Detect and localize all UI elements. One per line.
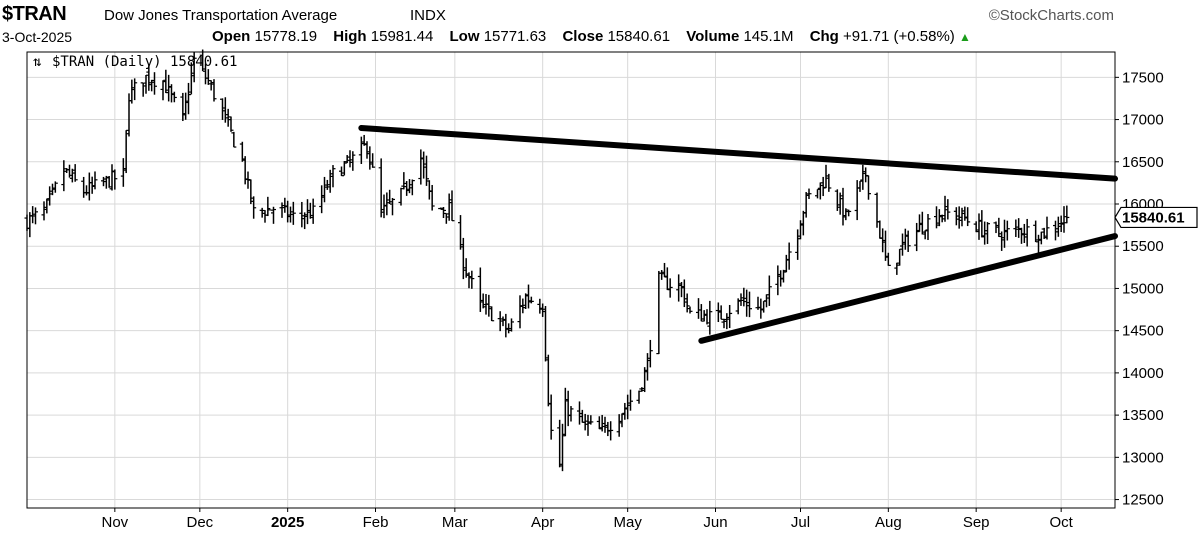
x-tick-label: Feb: [363, 514, 389, 531]
y-tick-label: 17500: [1122, 69, 1164, 86]
low-value: 15771.63: [483, 28, 547, 45]
y-tick-label: 14000: [1122, 365, 1164, 382]
volume-value: 145.1M: [743, 28, 794, 45]
quote-bar: Open 15778.19 High 15981.44 Low 15771.63…: [212, 28, 971, 45]
x-tick-label: Jul: [791, 514, 810, 531]
close-value: 15840.61: [607, 28, 671, 45]
plot-frame: [26, 51, 1116, 509]
index-name: Dow Jones Transportation Average: [104, 7, 338, 24]
y-tick-label: 15000: [1122, 280, 1164, 297]
ticker-symbol[interactable]: $TRAN: [2, 3, 67, 25]
price-tag-shape: [1114, 206, 1198, 229]
ohlc-bars: [24, 49, 1070, 472]
y-tick-label: 14500: [1122, 323, 1164, 340]
high-label: High: [333, 28, 367, 45]
bars-glyph-icon: ⇅: [33, 54, 41, 70]
y-tick-label: 12500: [1122, 492, 1164, 509]
trendlines: [358, 125, 1118, 344]
chg-value: +91.71 (+0.58%): [843, 28, 955, 45]
up-arrow-icon: ▲: [958, 30, 971, 44]
y-tick-label: 13500: [1122, 407, 1164, 424]
trendline-upper: [358, 125, 1118, 182]
x-axis: Nov Dec 2025 Feb Mar Apr May Jun Jul Aug Sep Oct: [101, 508, 1074, 531]
x-tick-label: Oct: [1049, 514, 1073, 531]
open-label: Open: [212, 28, 251, 45]
x-tick-label: Mar: [442, 514, 468, 531]
quote-date: 3-Oct-2025: [2, 29, 73, 45]
open-value: 15778.19: [254, 28, 318, 45]
x-tick-label: 2025: [271, 514, 304, 531]
x-tick-label: May: [613, 514, 642, 531]
chg-label: Chg: [809, 28, 839, 45]
y-tick-label: 15500: [1122, 238, 1164, 255]
y-axis: 1250013000135001400014500150001550016000…: [1115, 69, 1164, 509]
high-value: 15981.44: [370, 28, 434, 45]
x-tick-label: Aug: [875, 514, 902, 531]
x-tick-label: Dec: [186, 514, 213, 531]
legend-label: $TRAN (Daily) 15840.61: [52, 54, 237, 70]
close-label: Close: [562, 28, 604, 45]
low-label: Low: [449, 28, 480, 45]
chart-legend: ⇅ $TRAN (Daily) 15840.61: [33, 54, 237, 70]
trendline-lower: [698, 233, 1118, 344]
x-tick-label: Apr: [531, 514, 554, 531]
exchange-label: INDX: [410, 7, 446, 24]
volume-label: Volume: [686, 28, 740, 45]
x-tick-label: Nov: [101, 514, 128, 531]
x-tick-label: Sep: [963, 514, 990, 531]
x-tick-label: Jun: [703, 514, 727, 531]
source-link[interactable]: ©StockCharts.com: [988, 7, 1114, 24]
y-tick-label: 17000: [1122, 112, 1164, 129]
price-tag-value: 15840.61: [1122, 209, 1185, 226]
y-tick-label: 13000: [1122, 449, 1164, 466]
price-tag: 15840.61: [1114, 206, 1198, 229]
y-tick-label: 16500: [1122, 154, 1164, 171]
